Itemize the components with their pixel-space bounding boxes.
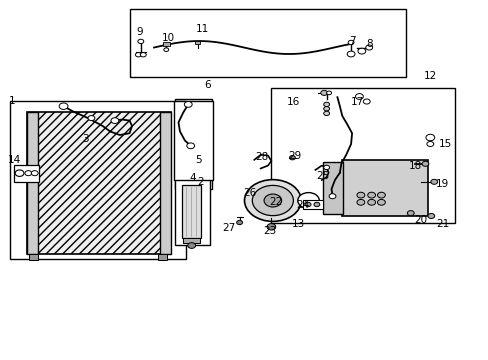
Bar	[175, 99, 211, 189]
Bar	[27, 112, 38, 254]
Circle shape	[363, 99, 369, 104]
Circle shape	[365, 45, 372, 50]
Circle shape	[323, 165, 329, 170]
Circle shape	[367, 199, 375, 205]
Text: 10: 10	[162, 33, 175, 43]
Circle shape	[347, 40, 353, 45]
Text: 1: 1	[9, 96, 16, 106]
Circle shape	[305, 202, 310, 207]
Bar	[158, 254, 166, 260]
Text: 6: 6	[204, 80, 211, 90]
Text: 13: 13	[291, 219, 305, 229]
Circle shape	[421, 161, 428, 166]
Circle shape	[356, 192, 364, 198]
Circle shape	[187, 243, 195, 248]
Text: 2: 2	[197, 177, 203, 187]
Circle shape	[289, 156, 295, 160]
Circle shape	[266, 224, 275, 230]
Text: 15: 15	[437, 139, 451, 149]
Circle shape	[328, 194, 335, 199]
Bar	[175, 176, 210, 245]
Bar	[163, 42, 169, 46]
Text: 21: 21	[435, 219, 448, 229]
Circle shape	[31, 171, 38, 176]
Circle shape	[15, 170, 24, 176]
Text: 28: 28	[255, 152, 268, 162]
Circle shape	[323, 107, 329, 111]
Circle shape	[377, 192, 385, 198]
Bar	[160, 112, 171, 254]
Bar	[129, 9, 405, 77]
Text: 27: 27	[222, 222, 235, 233]
Circle shape	[357, 48, 365, 54]
Text: 26: 26	[242, 188, 256, 198]
Text: 16: 16	[286, 96, 300, 107]
Bar	[271, 88, 454, 223]
Text: 9: 9	[136, 27, 142, 37]
Circle shape	[323, 102, 329, 107]
Circle shape	[236, 220, 242, 225]
Text: 14: 14	[8, 155, 21, 165]
Circle shape	[323, 111, 329, 116]
Text: 11: 11	[196, 24, 209, 34]
Circle shape	[186, 143, 194, 149]
Text: 25: 25	[315, 171, 329, 181]
Circle shape	[88, 116, 95, 121]
Circle shape	[138, 39, 143, 44]
Circle shape	[135, 53, 141, 57]
Circle shape	[252, 185, 293, 216]
Circle shape	[326, 91, 331, 95]
Text: 5: 5	[194, 155, 201, 165]
Circle shape	[163, 48, 168, 51]
Text: 12: 12	[423, 71, 436, 81]
Bar	[173, 101, 212, 180]
Bar	[322, 162, 343, 214]
Text: 19: 19	[435, 179, 448, 189]
Circle shape	[430, 179, 437, 184]
Text: 18: 18	[408, 161, 422, 171]
Circle shape	[407, 211, 413, 216]
Text: 22: 22	[269, 197, 283, 207]
Text: 17: 17	[349, 96, 363, 107]
Circle shape	[59, 103, 68, 109]
Circle shape	[427, 213, 434, 219]
Text: 24: 24	[296, 200, 309, 210]
Bar	[182, 185, 201, 238]
Circle shape	[367, 192, 375, 198]
Bar	[27, 112, 171, 254]
Text: 7: 7	[348, 36, 355, 46]
Bar	[303, 200, 322, 209]
Circle shape	[25, 171, 32, 176]
Circle shape	[356, 199, 364, 205]
Bar	[10, 101, 185, 259]
Circle shape	[313, 202, 319, 207]
Circle shape	[426, 141, 433, 147]
Text: 3: 3	[82, 134, 89, 144]
Text: 20: 20	[413, 215, 426, 225]
Circle shape	[264, 194, 281, 207]
Text: 4: 4	[189, 173, 196, 183]
Circle shape	[111, 118, 119, 123]
Circle shape	[140, 53, 146, 57]
Bar	[29, 254, 38, 260]
Text: 29: 29	[287, 150, 301, 161]
Text: 8: 8	[365, 39, 372, 49]
Bar	[342, 160, 427, 216]
Circle shape	[425, 134, 434, 141]
Circle shape	[297, 193, 319, 208]
Circle shape	[355, 94, 363, 99]
Bar	[194, 41, 200, 44]
Bar	[183, 238, 200, 243]
Circle shape	[320, 90, 327, 95]
Circle shape	[184, 102, 192, 107]
Text: 23: 23	[263, 226, 276, 236]
Bar	[14, 165, 39, 182]
Circle shape	[377, 199, 385, 205]
Circle shape	[244, 180, 301, 221]
Circle shape	[346, 51, 354, 57]
